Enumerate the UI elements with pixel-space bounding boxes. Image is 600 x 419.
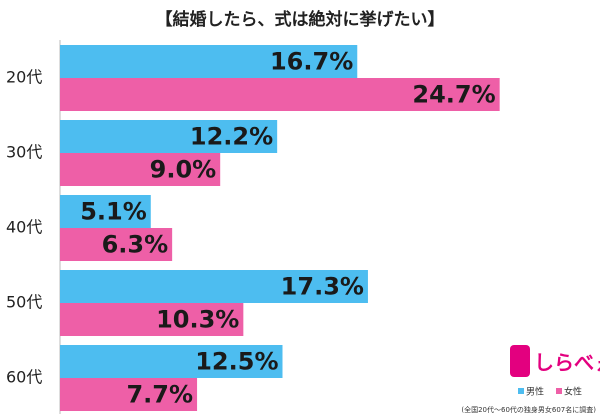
- legend-label: 男性: [526, 386, 544, 398]
- value-label: 16.7%: [270, 48, 353, 76]
- value-label: 10.3%: [156, 306, 239, 334]
- category-label: 30代: [6, 143, 42, 162]
- bar: [60, 45, 358, 78]
- category-label: 20代: [6, 68, 42, 87]
- value-label: 7.7%: [126, 381, 193, 409]
- value-label: 9.0%: [150, 156, 217, 184]
- bar: [60, 228, 173, 261]
- category-label: 40代: [6, 218, 42, 237]
- bar: [60, 303, 244, 336]
- bar: [60, 120, 278, 153]
- bar: [60, 345, 283, 378]
- logo-icon: [510, 345, 530, 377]
- value-label: 6.3%: [102, 231, 169, 259]
- value-label: 12.5%: [195, 348, 278, 376]
- logo: しらべぇ: [534, 351, 600, 375]
- value-label: 5.1%: [80, 198, 147, 226]
- value-label: 24.7%: [412, 81, 495, 109]
- legend-swatch: [518, 388, 524, 394]
- bar: [60, 270, 368, 303]
- value-label: 17.3%: [281, 273, 364, 301]
- bar: [60, 78, 500, 111]
- legend-swatch: [556, 388, 562, 394]
- bar: [60, 195, 151, 228]
- bar: [60, 378, 198, 411]
- bar: [60, 153, 221, 186]
- chart-title: 【結婚したら、式は絶対に挙げたい】: [156, 9, 445, 30]
- footnote: (全国20代～60代の独身男女607名に調査): [461, 405, 596, 414]
- category-label: 60代: [6, 368, 42, 387]
- category-label: 50代: [6, 293, 42, 312]
- legend-label: 女性: [564, 386, 582, 398]
- value-label: 12.2%: [190, 123, 273, 151]
